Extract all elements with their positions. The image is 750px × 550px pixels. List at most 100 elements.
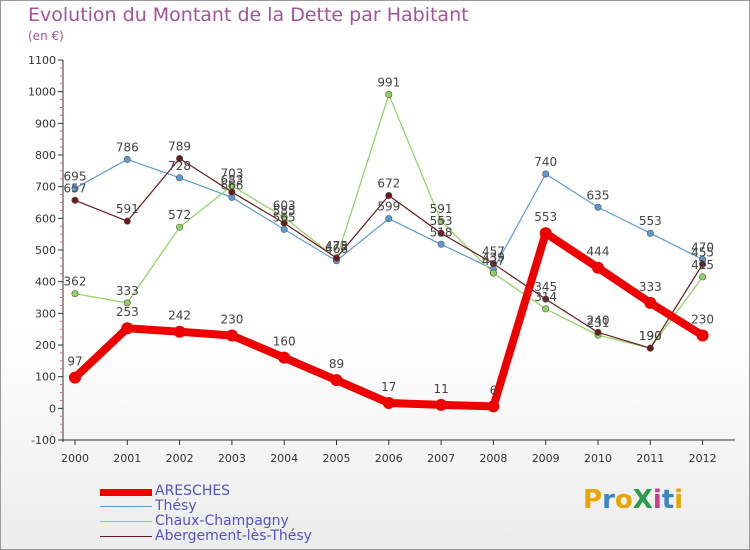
x-tick-label: 2005 xyxy=(323,452,351,465)
y-tick-label: 500 xyxy=(35,244,56,257)
data-point xyxy=(644,296,657,309)
data-point xyxy=(71,290,79,298)
data-label: 683 xyxy=(220,173,243,187)
legend-label: Chaux-Champagny xyxy=(155,513,289,529)
data-label: 591 xyxy=(430,202,453,216)
data-label: 415 xyxy=(691,258,714,272)
y-tick-label: 100 xyxy=(35,371,56,384)
y-tick-label: 0 xyxy=(49,402,56,415)
data-point xyxy=(173,325,186,338)
data-label: 635 xyxy=(587,188,610,202)
y-tick-label: 600 xyxy=(35,212,56,225)
data-label: 253 xyxy=(116,305,139,319)
data-label: 475 xyxy=(325,239,348,253)
data-point xyxy=(385,215,393,223)
legend-swatch xyxy=(100,521,152,522)
data-point xyxy=(385,192,393,200)
x-tick-label: 2004 xyxy=(270,452,298,465)
data-point xyxy=(121,322,134,335)
data-point xyxy=(123,155,131,163)
data-label: 553 xyxy=(534,210,557,224)
x-tick-label: 2001 xyxy=(113,452,141,465)
brand-letter: i xyxy=(652,485,662,515)
data-label: 333 xyxy=(639,280,662,294)
data-point xyxy=(699,260,707,268)
data-point xyxy=(592,261,604,274)
data-label: 230 xyxy=(220,313,243,327)
data-point xyxy=(69,371,81,384)
data-point xyxy=(71,196,79,204)
data-point xyxy=(699,273,707,281)
data-label: 470 xyxy=(691,241,714,255)
y-tick-label: -100 xyxy=(31,434,56,447)
data-point xyxy=(594,328,602,336)
data-point xyxy=(71,184,79,192)
legend-swatch xyxy=(100,536,152,537)
data-point xyxy=(228,188,236,196)
data-label: 553 xyxy=(430,214,453,228)
data-point xyxy=(437,240,445,248)
unit-label: (en €) xyxy=(28,29,64,43)
brand-logo: ProXiti xyxy=(583,485,683,515)
legend-label: ARESCHES xyxy=(155,483,231,499)
y-tick-label: 900 xyxy=(35,117,56,130)
data-label: 991 xyxy=(377,76,400,90)
series-layer xyxy=(69,91,709,413)
data-point xyxy=(435,398,448,411)
data-label: 455 xyxy=(691,245,714,259)
data-point xyxy=(594,203,602,211)
x-tick-label: 2000 xyxy=(61,452,89,465)
data-label: 553 xyxy=(639,214,662,228)
data-label: 789 xyxy=(168,139,191,153)
x-tick-label: 2006 xyxy=(375,452,403,465)
data-point xyxy=(280,219,288,227)
data-point xyxy=(330,374,343,387)
data-label: 457 xyxy=(482,245,505,259)
data-point xyxy=(489,269,497,277)
legend-label: Thésy xyxy=(155,498,197,514)
data-point xyxy=(123,217,131,225)
legend-item-aresches: ARESCHES xyxy=(100,483,360,499)
y-tick-label: 400 xyxy=(35,276,56,289)
chart-title: Evolution du Montant de la Dette par Hab… xyxy=(28,4,469,26)
brand-letter: P xyxy=(583,485,603,515)
legend-item-chaux-champagny: Chaux-Champagny xyxy=(100,513,360,529)
x-tick-label: 2009 xyxy=(532,452,560,465)
data-point xyxy=(225,329,238,342)
legend-item-abergement: Abergement-lès-Thésy xyxy=(100,528,360,544)
data-point xyxy=(542,305,550,313)
data-point xyxy=(332,254,340,262)
legend-swatch xyxy=(100,506,152,507)
data-label: 740 xyxy=(534,155,557,169)
data-label: 314 xyxy=(534,290,557,304)
y-tick-label: 800 xyxy=(35,149,56,162)
data-label: 599 xyxy=(377,200,400,214)
data-label: 190 xyxy=(639,329,662,343)
data-label: 190 xyxy=(639,329,662,343)
data-label: 518 xyxy=(430,225,453,239)
data-point xyxy=(123,299,131,307)
data-point xyxy=(542,295,550,303)
data-label: 427 xyxy=(482,254,505,268)
axes: -100 0 100 200 300 400 500 600 700 800 900 1000 1100… xyxy=(28,54,735,465)
y-tick-label: 700 xyxy=(35,181,56,194)
data-label: 565 xyxy=(273,210,296,224)
brand-letter: t xyxy=(661,485,675,515)
data-label: 672 xyxy=(377,177,400,191)
data-label: 473 xyxy=(325,240,348,254)
data-label: 572 xyxy=(168,208,191,222)
data-label: 703 xyxy=(220,167,243,181)
data-point xyxy=(646,344,654,352)
data-label: 89 xyxy=(329,357,344,371)
data-label: 345 xyxy=(534,280,557,294)
data-label: 242 xyxy=(168,309,191,323)
data-label: 11 xyxy=(433,382,448,396)
data-label: 728 xyxy=(168,159,191,173)
brand-letter: X xyxy=(632,485,653,515)
x-tick-label: 2011 xyxy=(636,452,664,465)
data-point xyxy=(542,170,550,178)
data-label: 657 xyxy=(64,181,87,195)
data-point xyxy=(489,260,497,268)
